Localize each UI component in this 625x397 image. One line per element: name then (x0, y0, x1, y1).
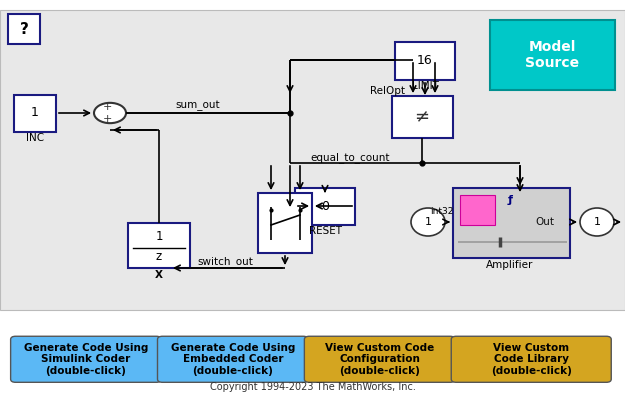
Text: X: X (155, 270, 163, 280)
FancyBboxPatch shape (258, 193, 312, 253)
Text: +: + (102, 114, 112, 124)
Text: RelOpt: RelOpt (370, 86, 405, 96)
FancyBboxPatch shape (14, 95, 56, 132)
FancyBboxPatch shape (11, 336, 161, 382)
Text: ƒ: ƒ (508, 195, 512, 205)
Text: LIMIT: LIMIT (412, 81, 439, 91)
Text: 1: 1 (594, 217, 601, 227)
FancyBboxPatch shape (395, 42, 455, 80)
Text: Copyright 1994-2023 The MathWorks, Inc.: Copyright 1994-2023 The MathWorks, Inc. (209, 382, 416, 392)
Ellipse shape (411, 208, 445, 236)
Text: ?: ? (19, 21, 29, 37)
FancyBboxPatch shape (0, 10, 625, 310)
Text: Model
Source: Model Source (525, 40, 579, 70)
Text: INC: INC (26, 133, 44, 143)
FancyBboxPatch shape (158, 336, 308, 382)
Text: z: z (156, 251, 162, 264)
FancyBboxPatch shape (490, 20, 615, 90)
Text: In: In (475, 217, 485, 227)
Text: Generate Code Using
Simulink Coder
(double-click): Generate Code Using Simulink Coder (doub… (24, 343, 148, 376)
Text: sum_out: sum_out (175, 101, 219, 111)
FancyBboxPatch shape (451, 336, 611, 382)
Text: Amplifier: Amplifier (486, 260, 534, 270)
Text: View Custom Code
Configuration
(double-click): View Custom Code Configuration (double-c… (325, 343, 434, 376)
Text: equal_to_count: equal_to_count (310, 152, 389, 164)
Text: 0: 0 (321, 200, 329, 212)
FancyBboxPatch shape (453, 188, 570, 258)
Text: RESET: RESET (309, 226, 341, 236)
FancyBboxPatch shape (392, 96, 453, 138)
Text: Out: Out (536, 217, 554, 227)
Circle shape (94, 103, 126, 123)
FancyBboxPatch shape (460, 195, 495, 225)
Text: 1: 1 (155, 231, 162, 243)
FancyBboxPatch shape (128, 223, 190, 268)
Text: 1: 1 (31, 106, 39, 119)
Text: 16: 16 (417, 54, 433, 67)
FancyBboxPatch shape (304, 336, 455, 382)
Text: Generate Code Using
Embedded Coder
(double-click): Generate Code Using Embedded Coder (doub… (171, 343, 295, 376)
Text: +: + (102, 102, 112, 112)
Ellipse shape (580, 208, 614, 236)
Text: View Custom
Code Library
(double-click): View Custom Code Library (double-click) (491, 343, 572, 376)
Text: 1: 1 (424, 217, 431, 227)
Text: ≠: ≠ (414, 108, 429, 126)
FancyBboxPatch shape (8, 14, 40, 44)
Text: int32: int32 (431, 208, 454, 216)
FancyBboxPatch shape (295, 188, 355, 225)
Text: switch_out: switch_out (197, 256, 253, 268)
